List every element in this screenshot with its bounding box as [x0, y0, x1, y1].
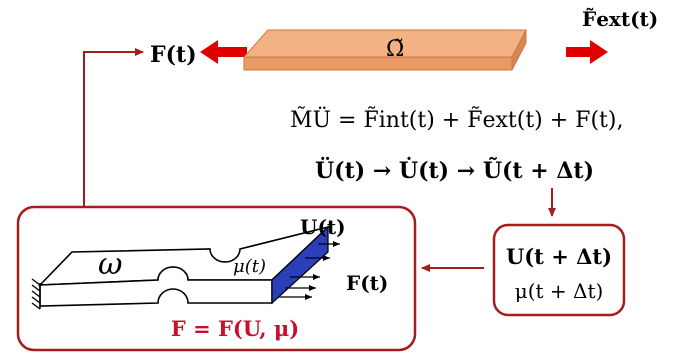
- micro-displacement-label: U(t): [300, 215, 346, 239]
- updated-parameter: μ(t + Δt): [515, 279, 604, 303]
- updated-displacement: U(t + Δt): [506, 244, 612, 269]
- macro-plate: [242, 29, 527, 71]
- micro-force-label: F(t): [346, 271, 388, 295]
- coupling-force-label: F(t): [150, 42, 197, 68]
- loaded-face: [271, 225, 329, 305]
- displacement-arrows: [278, 241, 340, 300]
- micro-parameter-label: μ(t): [233, 256, 266, 277]
- equation-of-motion: M̃Ü = F̃int(t) + F̃ext(t) + F(t),: [290, 106, 623, 133]
- clamp-hatch: [31, 278, 41, 310]
- macro-domain-label: Ω̃: [386, 37, 404, 62]
- micro-specimen: [31, 225, 331, 310]
- right-force-arrow: [566, 40, 608, 64]
- micro-domain-label: ω: [98, 247, 122, 282]
- external-force-label: F̃ext(t): [582, 7, 658, 31]
- feedback-arrow: [83, 48, 144, 206]
- time-integration-scheme: Ü(t) → U̇(t) → Ũ(t + Δt): [315, 156, 594, 184]
- left-force-arrow: [200, 40, 247, 64]
- update-box: [492, 223, 626, 317]
- constitutive-relation: F = F(U, μ): [171, 316, 299, 341]
